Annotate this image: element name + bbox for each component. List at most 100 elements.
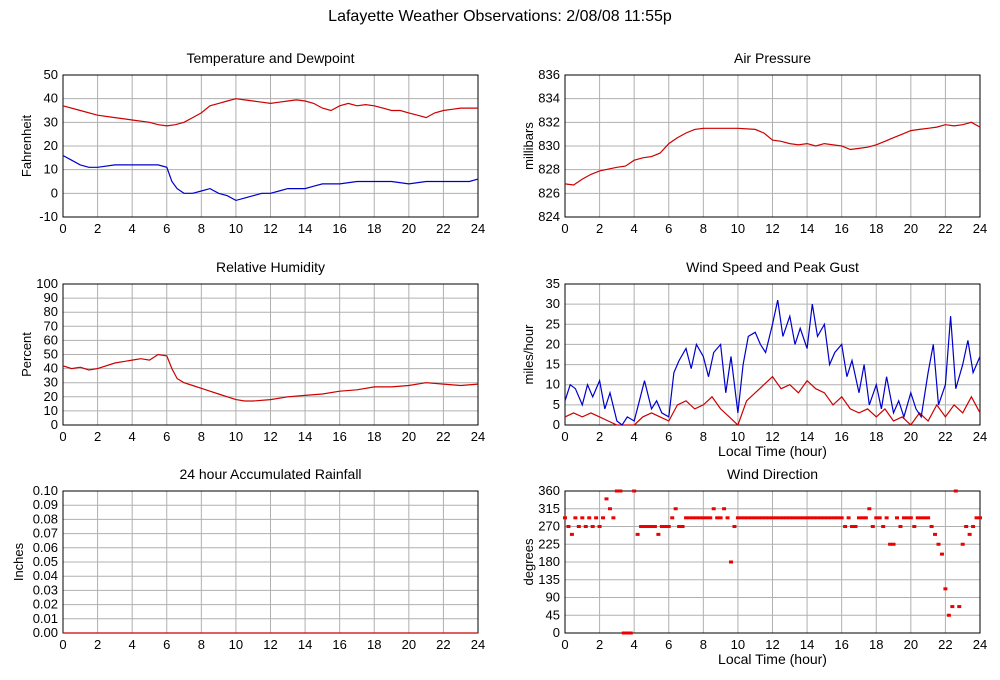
wind_direction-point [870, 525, 875, 528]
wind-x-tick-label: 22 [938, 429, 952, 444]
wind_direction-point [611, 516, 616, 520]
pressure-x-tick-label: 20 [904, 221, 918, 236]
rain-x-tick-label: 8 [198, 637, 205, 652]
wind-y-axis-label: miles/hour [521, 324, 536, 385]
rain-x-tick-label: 4 [129, 637, 136, 652]
humidity-x-tick-label: 18 [367, 429, 381, 444]
wind_direction-point [739, 516, 744, 520]
wind_direction-point [856, 516, 861, 520]
wind_direction-point [583, 525, 588, 528]
wind_direction-point [805, 516, 810, 520]
wind_direction-point [663, 525, 668, 528]
rain-y-tick-label: 0.08 [33, 511, 58, 526]
winddir-y-tick-label: 180 [538, 554, 560, 569]
humidity-x-tick-label: 4 [129, 429, 136, 444]
humidity-y-tick-label: 60 [44, 332, 58, 347]
dewpoint-series-line [62, 154, 479, 202]
temp-x-tick-label: 2 [94, 221, 101, 236]
wind_direction-point [829, 516, 834, 520]
wind_direction-point [594, 516, 599, 520]
temp-x-tick-label: 14 [298, 221, 312, 236]
peak_gust-series-line [564, 299, 981, 426]
wind_direction-point [846, 516, 851, 520]
wind_direction-point [839, 516, 844, 520]
wind-x-tick-label: 20 [904, 429, 918, 444]
rain-x-tick-label: 20 [402, 637, 416, 652]
wind_direction-point [974, 516, 979, 520]
temp-y-axis-label: Fahrenheit [19, 115, 34, 178]
wind_direction-point [929, 525, 934, 528]
wind_direction-point [573, 516, 578, 520]
wind-x-tick-label: 16 [834, 429, 848, 444]
rain-x-tick-label: 2 [94, 637, 101, 652]
wind_direction-point [943, 587, 948, 591]
wind_direction-point [881, 525, 886, 528]
wind_direction-point [773, 516, 778, 520]
wind_direction-point [652, 525, 657, 528]
wind_direction-point [690, 516, 695, 520]
wind_direction-point [673, 507, 678, 511]
wind_direction-point [874, 516, 879, 520]
wind-x-tick-label: 12 [765, 429, 779, 444]
wind_direction-point [708, 516, 713, 520]
temp-x-tick-label: 10 [229, 221, 243, 236]
winddir-x-tick-label: 22 [938, 637, 952, 652]
rain-x-tick-label: 0 [59, 637, 66, 652]
wind_direction-point [867, 507, 872, 511]
wind-x-axis-label: Local Time (hour) [718, 443, 827, 459]
winddir-x-tick-label: 12 [765, 637, 779, 652]
wind_direction-point [895, 516, 899, 520]
wind_direction-point [908, 516, 913, 520]
humidity-y-axis-label: Percent [19, 332, 34, 377]
wind_direction-point [863, 516, 868, 520]
humidity-y-tick-label: 40 [44, 361, 58, 376]
wind-chart-title: Wind Speed and Peak Gust [686, 259, 859, 275]
wind_direction-point [891, 542, 896, 546]
wind_direction-point [580, 516, 585, 520]
pressure-plot-frame [564, 74, 981, 218]
temp-x-tick-label: 0 [59, 221, 66, 236]
temp-y-tick-label: 10 [44, 162, 58, 177]
wind_direction-point [753, 516, 758, 520]
wind_direction-point [825, 516, 830, 520]
winddir-x-tick-label: 14 [800, 637, 814, 652]
wind-y-tick-label: 5 [553, 397, 560, 412]
wind_direction-point [763, 516, 768, 520]
winddir-y-tick-label: 45 [546, 607, 560, 622]
wind_direction-point [808, 516, 813, 520]
page-title: Lafayette Weather Observations: 2/08/08 … [328, 8, 672, 25]
wind_direction-point [936, 542, 941, 546]
humidity-y-tick-label: 50 [44, 347, 58, 362]
winddir-x-tick-label: 18 [869, 637, 883, 652]
wind_direction-point [642, 525, 647, 528]
humidity-x-tick-label: 0 [59, 429, 66, 444]
wind_direction-point [625, 631, 630, 635]
winddir-x-tick-label: 8 [700, 637, 707, 652]
wind_direction-point [639, 525, 644, 528]
pressure-y-tick-label: 826 [538, 185, 560, 200]
pressure-x-tick-label: 18 [869, 221, 883, 236]
wind_direction-point [939, 552, 944, 556]
wind_direction-point [722, 507, 727, 511]
temp-x-tick-label: 8 [198, 221, 205, 236]
temperature-series-line [62, 98, 478, 127]
rain-y-tick-label: 0.02 [33, 597, 58, 612]
wind_direction-point [884, 516, 889, 520]
wind_direction-point [715, 516, 720, 520]
wind_direction-point [732, 525, 737, 528]
wind_direction-point [566, 525, 571, 528]
wind_direction-point [604, 497, 609, 501]
temp-plot-frame [62, 74, 479, 218]
pressure-y-tick-label: 824 [538, 209, 560, 224]
wind_direction-point [780, 516, 785, 520]
humidity-y-tick-label: 30 [44, 375, 58, 390]
humidity-chart-title: Relative Humidity [216, 259, 325, 275]
humidity-x-tick-label: 2 [94, 429, 101, 444]
winddir-x-tick-label: 16 [834, 637, 848, 652]
wind_direction-point [787, 516, 792, 520]
wind_direction-point [784, 516, 789, 520]
temp-y-tick-label: 30 [44, 114, 58, 129]
temp-chart-title: Temperature and Dewpoint [186, 50, 354, 66]
rain-y-axis-label: Inches [11, 542, 26, 581]
